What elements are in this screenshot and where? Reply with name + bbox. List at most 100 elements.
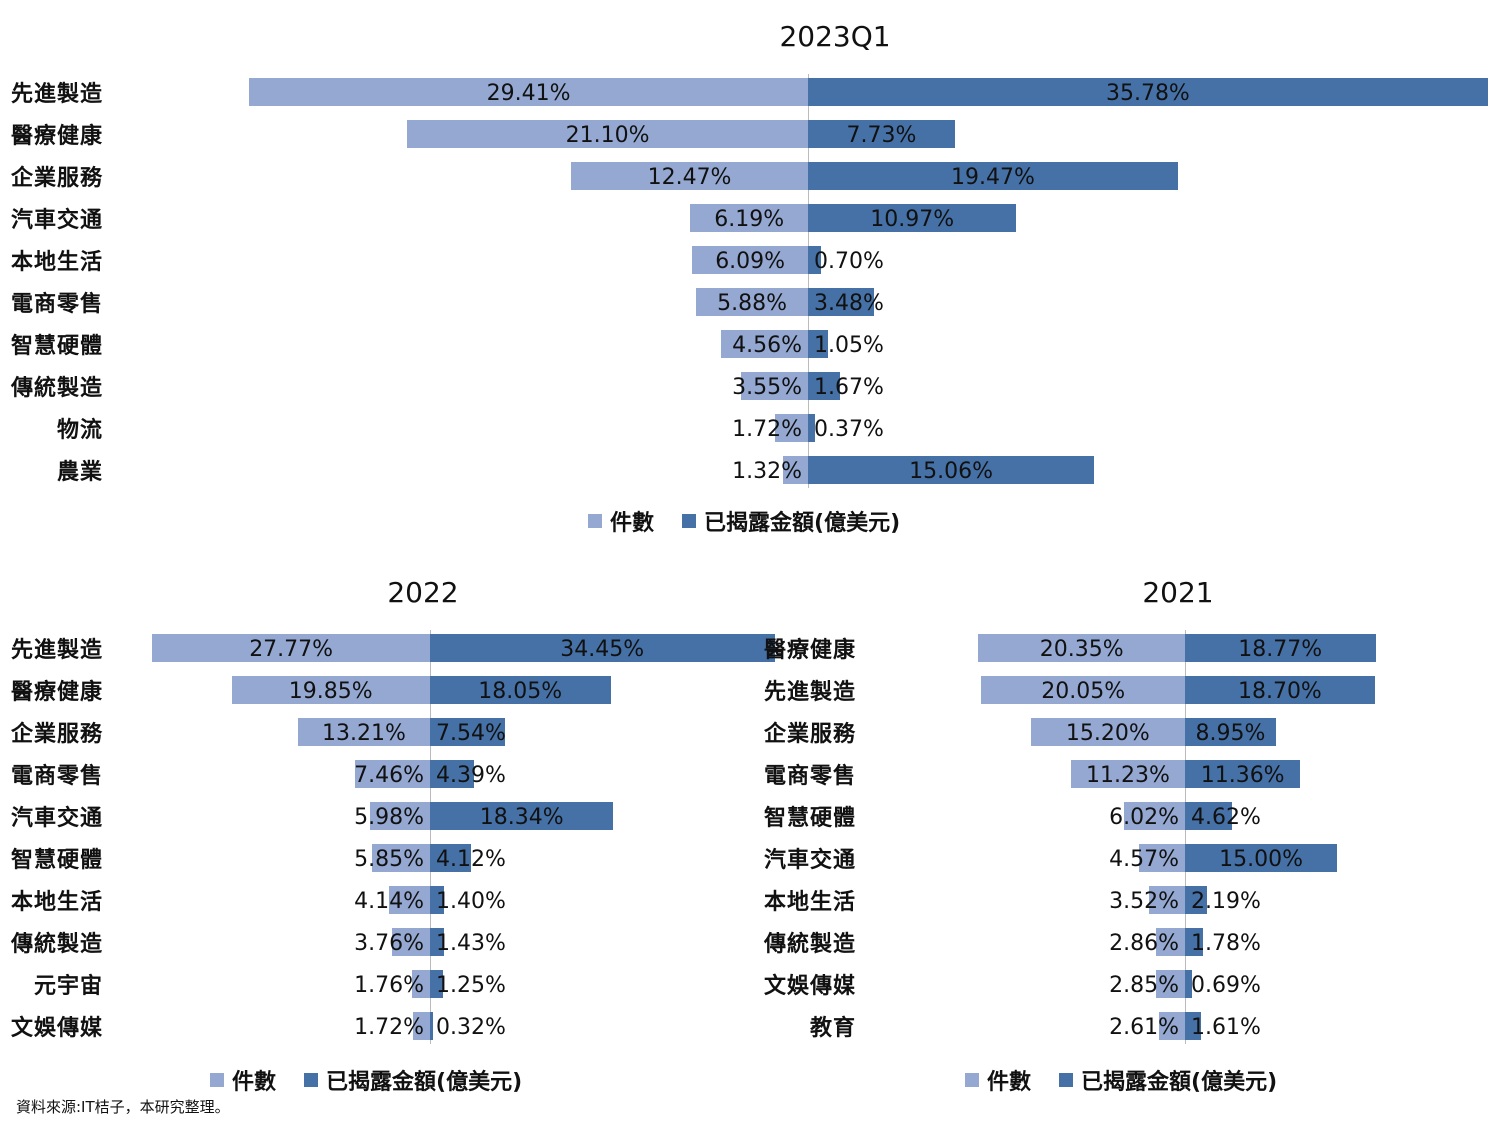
chart-2021-category-label: 智慧硬體 xyxy=(763,806,856,831)
chart-2022-amount-bar xyxy=(430,928,445,956)
legend-count-label: 件數 xyxy=(232,1070,277,1095)
chart-2022-category-label: 電商零售 xyxy=(10,764,103,789)
chart-2022-count-bar xyxy=(371,844,430,872)
chart-2023q1-category-label: 傳統製造 xyxy=(10,376,103,401)
chart-2023q1-amount-value-label: 3.48% xyxy=(814,291,884,316)
chart-2022-count-bar xyxy=(370,802,430,830)
chart-2023q1-count-value-label: 6.09% xyxy=(715,249,786,274)
chart-2021-amount-value-label: 8.95% xyxy=(1195,721,1266,746)
chart-2022-count-value-label: 27.77% xyxy=(249,637,334,662)
chart-2022-amount-bar xyxy=(430,886,444,914)
chart-2021-count-bar xyxy=(1138,844,1185,872)
legend-item-count: 件數 xyxy=(210,1064,276,1096)
chart-2023q1-category-label: 企業服務 xyxy=(10,166,103,191)
chart-2023q1-count-bar xyxy=(782,456,808,484)
chart-2021-amount-bar xyxy=(1185,634,1376,662)
chart-2022-category-label: 智慧硬體 xyxy=(10,848,103,873)
chart-2021-category-label: 先進製造 xyxy=(763,680,856,705)
chart-2023q1-amount-value-label: 1.05% xyxy=(814,333,884,358)
chart-2022-category-label: 文娛傳媒 xyxy=(10,1016,103,1041)
chart-2022-amount-value-label: 34.45% xyxy=(560,637,645,662)
chart-2021-amount-bar xyxy=(1185,886,1208,914)
chart-2021-amount-bar xyxy=(1185,718,1276,746)
chart-2023q1-title: 2023Q1 xyxy=(779,20,891,53)
chart-2022-count-bar xyxy=(297,718,430,746)
chart-2023q1-amount-value-label: 15.06% xyxy=(909,459,993,484)
chart-2022-count-value-label: 13.21% xyxy=(321,721,406,746)
chart-2023q1-category-label: 智慧硬體 xyxy=(10,334,103,359)
chart-2021-amount-bar xyxy=(1185,844,1338,872)
chart-2023q1-amount-bar xyxy=(808,414,816,442)
chart-2023q1-amount-value-label: 0.70% xyxy=(814,249,884,274)
legend-amount-label: 已揭露金額(億美元) xyxy=(1081,1070,1278,1095)
chart-2022-amount-value-label: 4.12% xyxy=(436,847,506,872)
chart-2022-amount-bar xyxy=(430,676,611,704)
legend-amount-label: 已揭露金額(億美元) xyxy=(326,1070,523,1095)
chart-2021-count-bar xyxy=(981,676,1185,704)
chart-2021-amount-bar xyxy=(1185,760,1301,788)
chart-2023q1-count-bar xyxy=(696,288,808,316)
chart-2022-amount-value-label: 0.32% xyxy=(436,1015,506,1040)
chart-2021-category-label: 文娛傳媒 xyxy=(763,974,856,999)
chart-2022-category-label: 汽車交通 xyxy=(10,806,103,831)
chart-2021-category-label: 醫療健康 xyxy=(763,638,856,663)
chart-2022-category-label: 先進製造 xyxy=(10,638,103,663)
chart-2022-count-value-label: 7.46% xyxy=(354,763,424,788)
chart-2021-amount-bar xyxy=(1185,1012,1202,1040)
chart-2023q1-category-label: 物流 xyxy=(56,418,103,443)
chart-2021-category-label: 教育 xyxy=(809,1016,856,1041)
chart-2021-legend: 件數 已揭露金額(億美元) xyxy=(965,1064,1305,1096)
chart-2022-count-value-label: 3.76% xyxy=(354,931,424,956)
legend-amount-label: 已揭露金額(億美元) xyxy=(704,511,901,536)
chart-2021-title: 2021 xyxy=(1142,576,1214,609)
chart-2021-amount-value-label: 4.62% xyxy=(1191,805,1261,830)
chart-2021-amount-value-label: 18.77% xyxy=(1238,637,1323,662)
chart-2022-category-label: 醫療健康 xyxy=(10,680,103,705)
chart-2022-category-label: 企業服務 xyxy=(10,722,103,747)
legend-amount-swatch xyxy=(1059,1073,1074,1087)
chart-2021-count-bar xyxy=(1123,802,1185,830)
chart-2023q1-amount-value-label: 1.67% xyxy=(814,375,884,400)
chart-2021-category-label: 電商零售 xyxy=(763,764,856,789)
chart-2022-title: 2022 xyxy=(387,576,459,609)
chart-2021-count-value-label: 2.85% xyxy=(1109,973,1179,998)
chart-2021-count-value-label: 20.05% xyxy=(1041,679,1126,704)
chart-2023q1-count-value-label: 3.55% xyxy=(732,375,802,400)
chart-2021-amount-value-label: 1.61% xyxy=(1191,1015,1261,1040)
chart-2023q1-amount-value-label: 19.47% xyxy=(951,165,1035,190)
chart-2023q1-count-value-label: 1.32% xyxy=(732,459,802,484)
chart-2022-count-bar xyxy=(388,886,430,914)
chart-2021-amount-value-label: 0.69% xyxy=(1191,973,1261,998)
chart-2021-center-axis xyxy=(1185,630,1186,1044)
chart-2022-amount-value-label: 1.40% xyxy=(436,889,506,914)
chart-2021-category-label: 企業服務 xyxy=(763,722,856,747)
chart-2022-count-value-label: 5.85% xyxy=(354,847,424,872)
chart-2023q1-amount-bar xyxy=(808,120,955,148)
chart-2021-amount-value-label: 18.70% xyxy=(1237,679,1322,704)
chart-2022-count-bar xyxy=(355,760,430,788)
chart-2022-count-value-label: 1.76% xyxy=(354,973,424,998)
chart-2023q1-amount-bar xyxy=(808,204,1017,232)
chart-2022-center-axis xyxy=(430,630,431,1044)
chart-2022-count-bar xyxy=(412,970,430,998)
chart-2021-category-label: 傳統製造 xyxy=(763,932,856,957)
chart-2023q1-count-value-label: 12.47% xyxy=(647,165,732,190)
chart-2023q1-amount-bar xyxy=(808,246,822,274)
chart-2023q1-amount-value-label: 35.78% xyxy=(1105,81,1190,106)
chart-2022-count-value-label: 4.14% xyxy=(354,889,424,914)
chart-2022-category-label: 傳統製造 xyxy=(10,932,103,957)
legend-count-swatch xyxy=(588,514,602,528)
chart-2021-amount-value-label: 15.00% xyxy=(1219,847,1304,872)
legend-count-label: 件數 xyxy=(610,511,655,536)
chart-2023q1-legend: 件數 已揭露金額(億美元) xyxy=(588,505,928,537)
chart-2021-amount-bar xyxy=(1185,676,1375,704)
chart-2023q1-category-label: 農業 xyxy=(56,460,103,485)
chart-2023q1-count-bar xyxy=(721,330,808,358)
chart-2022-amount-value-label: 4.39% xyxy=(436,763,506,788)
legend-count-swatch xyxy=(965,1073,979,1087)
chart-2022-amount-bar xyxy=(430,634,775,662)
chart-2021-amount-bar xyxy=(1185,802,1232,830)
chart-2021-count-bar xyxy=(1158,1012,1185,1040)
chart-2022-amount-value-label: 1.25% xyxy=(436,973,506,998)
chart-2023q1-amount-value-label: 0.37% xyxy=(814,417,884,442)
